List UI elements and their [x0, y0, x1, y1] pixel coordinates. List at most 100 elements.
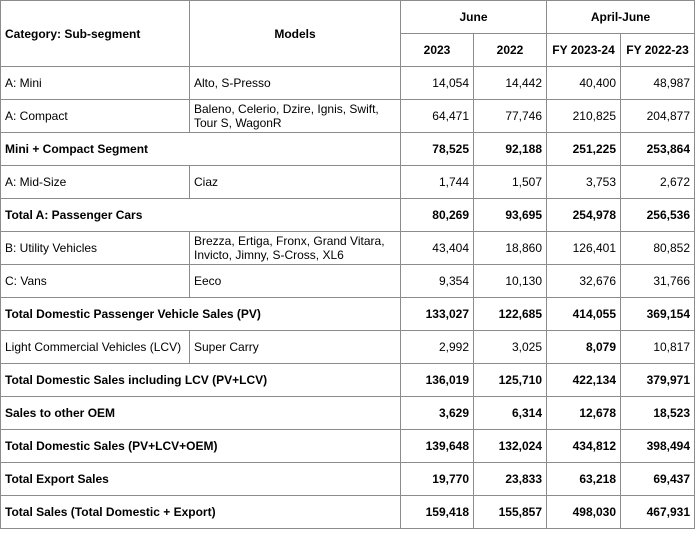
col-header-fy2324: FY 2023-24	[546, 33, 622, 67]
category-header: Category: Sub-segment	[0, 0, 190, 67]
table-row: Total Domestic Sales (PV+LCV+OEM) 139,64…	[0, 429, 695, 463]
table-row: Total Domestic Passenger Vehicle Sales (…	[0, 297, 695, 331]
row-fy-2022-23: 379,971	[620, 363, 695, 397]
row-fy-2022-23: 467,931	[620, 495, 695, 529]
row-fy-2023-24: 414,055	[546, 297, 622, 331]
row-june-2023: 64,471	[400, 99, 474, 133]
row-june-2022: 10,130	[472, 264, 548, 298]
row-category: Total Sales (Total Domestic + Export)	[0, 495, 401, 529]
row-june-2023: 136,019	[400, 363, 474, 397]
row-fy-2022-23: 48,987	[620, 66, 695, 100]
row-fy-2022-23: 256,536	[620, 198, 695, 232]
col-header-fy2223: FY 2022-23	[620, 33, 695, 67]
row-june-2022: 92,188	[472, 132, 548, 166]
row-category: Light Commercial Vehicles (LCV)	[0, 330, 190, 364]
row-fy-2023-24: 8,079	[546, 330, 622, 364]
april-june-header: April-June	[546, 0, 695, 34]
row-category: Total Domestic Sales including LCV (PV+L…	[0, 363, 401, 397]
row-june-2023: 3,629	[400, 396, 474, 430]
row-june-2022: 1,507	[472, 165, 548, 199]
row-june-2022: 122,685	[472, 297, 548, 331]
row-category: A: Compact	[0, 99, 190, 133]
row-june-2022: 18,860	[472, 231, 548, 265]
june-header: June	[399, 0, 548, 34]
row-models: Brezza, Ertiga, Fronx, Grand Vitara, Inv…	[189, 231, 401, 265]
row-june-2023: 78,525	[400, 132, 474, 166]
table-row: Total Sales (Total Domestic + Export) 15…	[0, 495, 695, 529]
col-header-2022: 2022	[472, 33, 548, 67]
row-june-2023: 133,027	[400, 297, 474, 331]
row-fy-2023-24: 498,030	[546, 495, 622, 529]
row-fy-2023-24: 251,225	[546, 132, 622, 166]
col-header-2023: 2023	[400, 33, 474, 67]
row-june-2022: 93,695	[472, 198, 548, 232]
row-models: Super Carry	[189, 330, 401, 364]
row-june-2023: 43,404	[400, 231, 474, 265]
row-fy-2022-23: 80,852	[620, 231, 695, 265]
row-category: Total Export Sales	[0, 462, 401, 496]
table-row: Sales to other OEM 3,629 6,314 12,678 18…	[0, 396, 695, 430]
row-fy-2022-23: 369,154	[620, 297, 695, 331]
sales-table: Category: Sub-segment Models June April-…	[0, 0, 695, 529]
row-fy-2023-24: 434,812	[546, 429, 622, 463]
row-fy-2023-24: 210,825	[546, 99, 622, 133]
table-row: Mini + Compact Segment 78,525 92,188 251…	[0, 132, 695, 166]
row-june-2022: 155,857	[472, 495, 548, 529]
row-june-2023: 80,269	[400, 198, 474, 232]
table-row: Total A: Passenger Cars 80,269 93,695 25…	[0, 198, 695, 232]
row-fy-2023-24: 254,978	[546, 198, 622, 232]
row-fy-2022-23: 18,523	[620, 396, 695, 430]
row-fy-2023-24: 12,678	[546, 396, 622, 430]
row-june-2022: 6,314	[472, 396, 548, 430]
row-category: Mini + Compact Segment	[0, 132, 401, 166]
table-row: Light Commercial Vehicles (LCV) Super Ca…	[0, 330, 695, 364]
row-category: Total Domestic Sales (PV+LCV+OEM)	[0, 429, 401, 463]
row-fy-2022-23: 204,877	[620, 99, 695, 133]
row-fy-2022-23: 398,494	[620, 429, 695, 463]
table-row: C: Vans Eeco 9,354 10,130 32,676 31,766	[0, 264, 695, 298]
row-june-2023: 19,770	[400, 462, 474, 496]
row-june-2022: 14,442	[472, 66, 548, 100]
row-fy-2022-23: 31,766	[620, 264, 695, 298]
row-june-2022: 125,710	[472, 363, 548, 397]
table-row: B: Utility Vehicles Brezza, Ertiga, Fron…	[0, 231, 695, 265]
row-june-2023: 159,418	[400, 495, 474, 529]
table-row: A: Compact Baleno, Celerio, Dzire, Ignis…	[0, 99, 695, 133]
table-row: Total Domestic Sales including LCV (PV+L…	[0, 363, 695, 397]
row-fy-2023-24: 32,676	[546, 264, 622, 298]
row-fy-2023-24: 63,218	[546, 462, 622, 496]
row-june-2022: 77,746	[472, 99, 548, 133]
table-row: A: Mid-Size Ciaz 1,744 1,507 3,753 2,672	[0, 165, 695, 199]
row-category: C: Vans	[0, 264, 190, 298]
row-fy-2023-24: 126,401	[546, 231, 622, 265]
row-category: Total A: Passenger Cars	[0, 198, 401, 232]
row-june-2022: 23,833	[472, 462, 548, 496]
models-header: Models	[189, 0, 401, 67]
row-fy-2022-23: 2,672	[620, 165, 695, 199]
row-fy-2023-24: 40,400	[546, 66, 622, 100]
row-june-2023: 1,744	[400, 165, 474, 199]
row-models: Baleno, Celerio, Dzire, Ignis, Swift, To…	[189, 99, 401, 133]
row-fy-2023-24: 422,134	[546, 363, 622, 397]
row-models: Alto, S-Presso	[189, 66, 401, 100]
table-row: Total Export Sales 19,770 23,833 63,218 …	[0, 462, 695, 496]
row-june-2022: 3,025	[472, 330, 548, 364]
row-fy-2023-24: 3,753	[546, 165, 622, 199]
row-june-2023: 14,054	[400, 66, 474, 100]
header-row-bottom: 2023 2022 FY 2023-24 FY 2022-23	[1, 33, 695, 67]
row-fy-2022-23: 10,817	[620, 330, 695, 364]
row-june-2023: 9,354	[400, 264, 474, 298]
row-category: Sales to other OEM	[0, 396, 401, 430]
row-fy-2022-23: 253,864	[620, 132, 695, 166]
row-models: Eeco	[189, 264, 401, 298]
table-row: A: Mini Alto, S-Presso 14,054 14,442 40,…	[0, 66, 695, 100]
row-category: Total Domestic Passenger Vehicle Sales (…	[0, 297, 401, 331]
row-fy-2022-23: 69,437	[620, 462, 695, 496]
row-june-2023: 139,648	[400, 429, 474, 463]
row-category: A: Mid-Size	[0, 165, 190, 199]
row-june-2022: 132,024	[472, 429, 548, 463]
header-row-top: Category: Sub-segment Models June April-…	[0, 0, 695, 67]
row-models: Ciaz	[189, 165, 401, 199]
row-category: A: Mini	[0, 66, 190, 100]
row-category: B: Utility Vehicles	[0, 231, 190, 265]
